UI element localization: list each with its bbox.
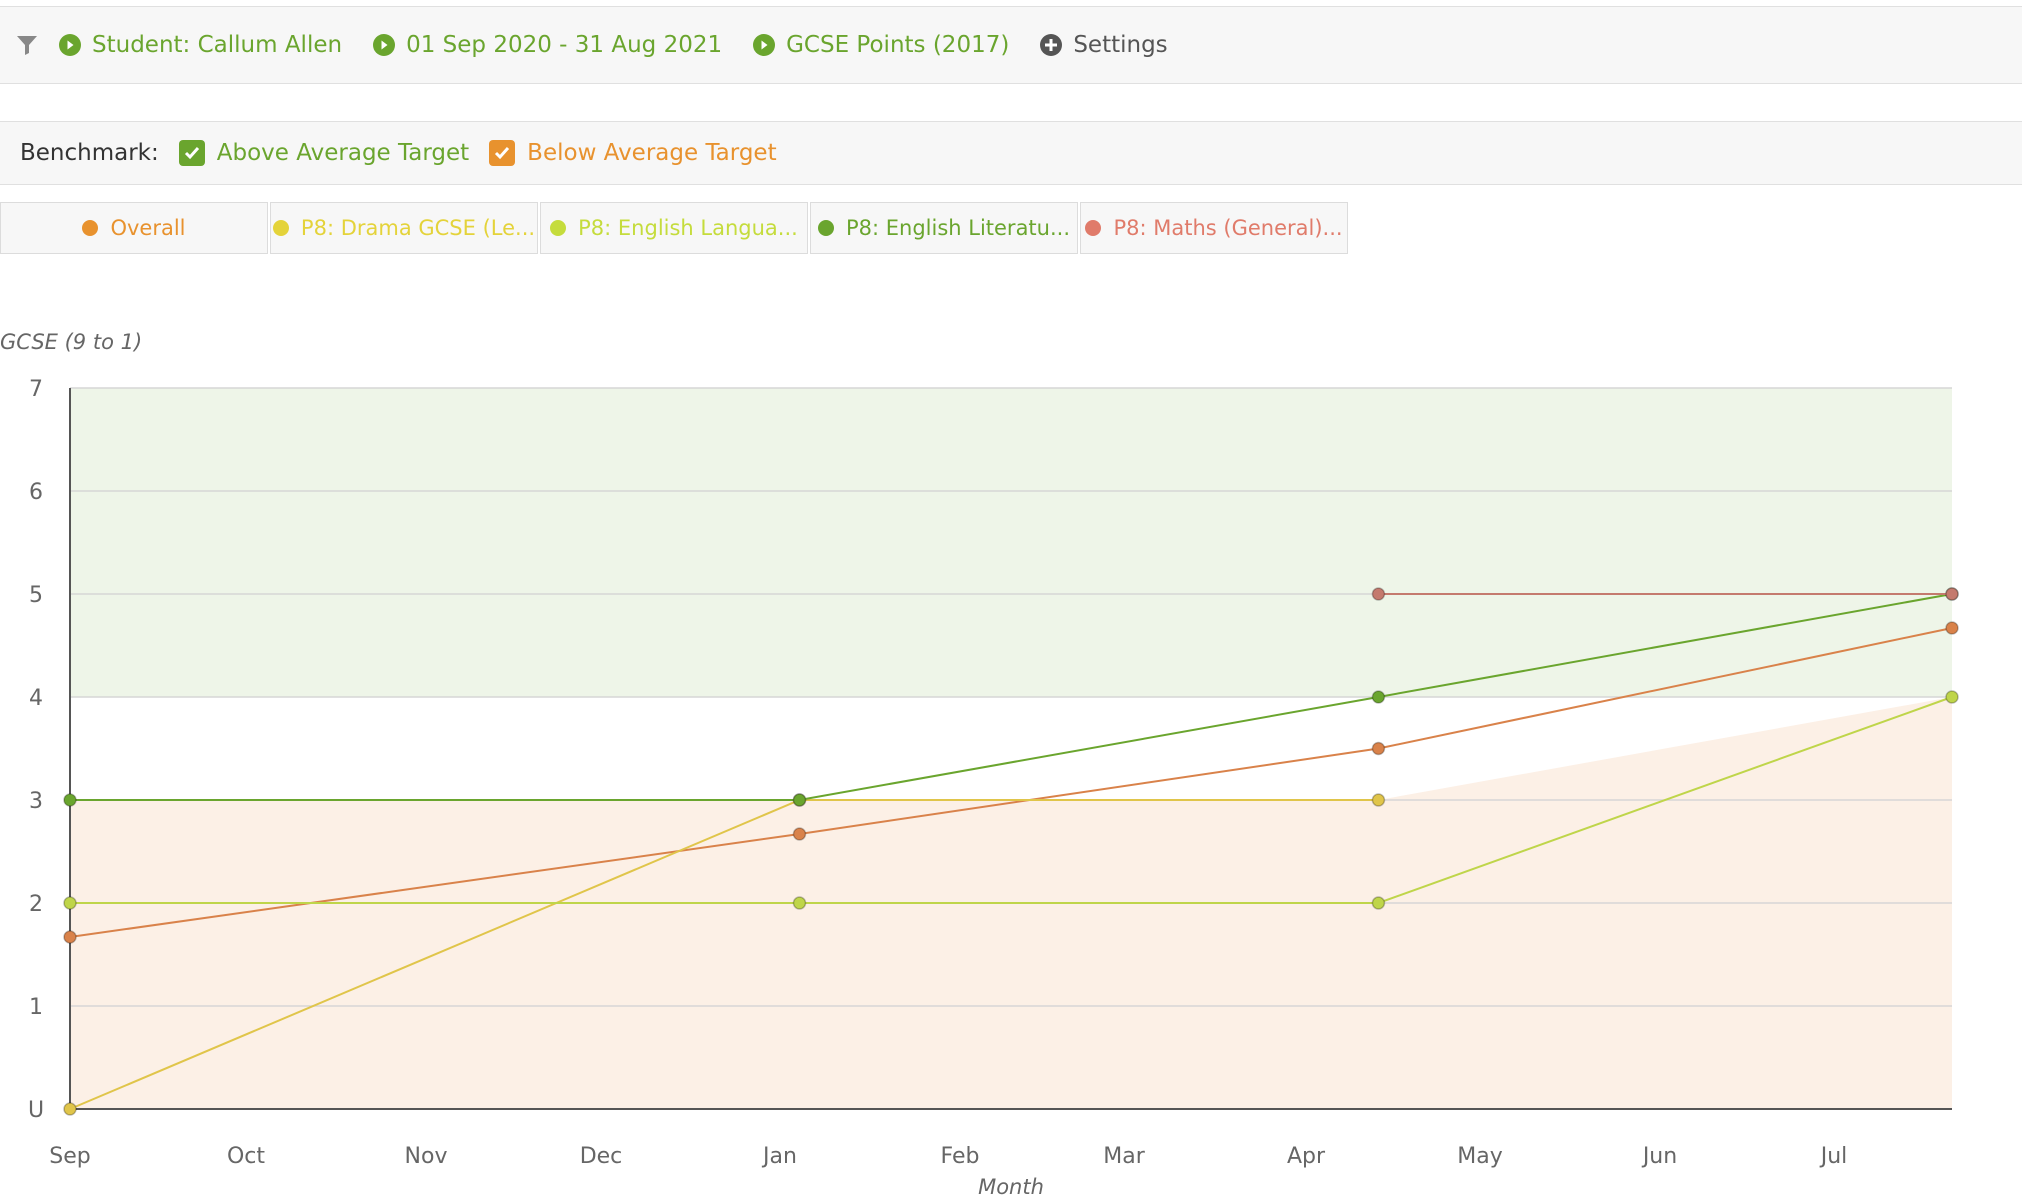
y-tick-label: 6 [29, 480, 43, 505]
series-line [70, 593, 1953, 801]
below-average-label: Below Average Target [527, 140, 777, 166]
data-point [1945, 621, 1959, 635]
tab-english-language[interactable]: P8: English Langua... [540, 202, 808, 254]
data-point [63, 793, 77, 807]
above-average-label: Above Average Target [216, 140, 470, 166]
y-tick-label: 1 [29, 995, 43, 1020]
x-axis-title: Month [978, 1175, 1044, 1199]
x-tick-label: Dec [580, 1144, 623, 1169]
tab-label: Overall [110, 216, 186, 240]
data-point [792, 793, 807, 807]
data-point [1371, 896, 1386, 910]
benchmark-label: Benchmark: [20, 140, 159, 166]
series-dot-icon [550, 220, 567, 236]
student-filter-label: Student: Callum Allen [92, 32, 343, 58]
points-filter-label: GCSE Points (2017) [786, 32, 1010, 58]
above-target-band [70, 388, 1952, 697]
y-tick-label: U [28, 1098, 44, 1123]
x-tick-label: Apr [1287, 1144, 1326, 1169]
x-tick-label: Oct [227, 1144, 265, 1169]
x-tick-label: Jun [1641, 1144, 1677, 1169]
below-average-toggle[interactable]: Below Average Target [489, 140, 777, 166]
y-tick-label: 5 [29, 583, 43, 608]
tab-label: P8: English Literatu... [845, 216, 1071, 240]
data-point [1371, 690, 1386, 704]
play-circle-icon [59, 34, 81, 56]
tab-label: P8: English Langua... [578, 216, 798, 240]
x-tick-label: Jan [761, 1144, 797, 1169]
data-point [63, 1102, 77, 1116]
series-dot-icon [272, 220, 289, 236]
tab-overall[interactable]: Overall [0, 202, 268, 254]
play-circle-icon [373, 34, 396, 56]
settings-button[interactable]: Settings [1039, 32, 1168, 58]
play-circle-icon [753, 34, 776, 56]
tab-drama[interactable]: P8: Drama GCSE (Le... [270, 202, 538, 254]
tab-label: P8: Drama GCSE (Le... [300, 216, 536, 240]
above-average-toggle[interactable]: Above Average Target [178, 140, 470, 166]
date-range-filter[interactable]: 01 Sep 2020 - 31 Aug 2021 [372, 32, 722, 58]
progress-chart: U 1 2 3 4 5 6 7 Sep Oct Nov Dec Jan Feb Mar Apr May Jun Ju… [0, 330, 1959, 1199]
data-point [1945, 690, 1959, 704]
x-tick-label: Nov [405, 1144, 448, 1169]
data-point [1371, 793, 1386, 807]
y-tick-label: 2 [29, 892, 43, 917]
tab-english-literature[interactable]: P8: English Literatu... [810, 202, 1078, 254]
y-tick-label: 3 [29, 789, 43, 814]
filter-icon[interactable] [14, 32, 40, 58]
student-filter[interactable]: Student: Callum Allen [58, 32, 342, 58]
x-tick-label: Feb [941, 1144, 980, 1169]
data-point [792, 827, 807, 841]
x-tick-label: Jul [1819, 1144, 1848, 1169]
series-dot-icon [82, 220, 99, 236]
series-line [70, 696, 1953, 904]
data-point [63, 930, 77, 944]
settings-label: Settings [1073, 32, 1168, 58]
points-filter[interactable]: GCSE Points (2017) [752, 32, 1009, 58]
x-tick-label: Mar [1103, 1144, 1145, 1169]
series-dot-icon [817, 220, 834, 236]
y-tick-label: 4 [29, 686, 43, 711]
plus-circle-icon [1040, 34, 1063, 56]
y-tick-label: 7 [29, 377, 43, 402]
checkbox-checked-icon[interactable] [489, 140, 516, 166]
data-point [1945, 587, 1959, 601]
filter-bar: Student: Callum Allen 01 Sep 2020 - 31 A… [0, 6, 2022, 84]
data-point [63, 896, 77, 910]
series-line [69, 627, 1953, 938]
x-tick-label: Sep [49, 1144, 90, 1169]
checkbox-checked-icon[interactable] [178, 140, 205, 166]
tab-maths[interactable]: P8: Maths (General)... [1080, 202, 1348, 254]
tab-label: P8: Maths (General)... [1113, 216, 1343, 240]
series-dot-icon [1085, 220, 1102, 236]
series-tabs: Overall P8: Drama GCSE (Le... P8: Englis… [0, 202, 1350, 254]
data-point [1371, 741, 1386, 756]
benchmark-bar: Benchmark: Above Average Target Below Av… [0, 121, 2022, 185]
x-tick-label: May [1457, 1144, 1502, 1169]
data-point [1371, 587, 1386, 601]
data-point [792, 896, 807, 910]
date-range-label: 01 Sep 2020 - 31 Aug 2021 [406, 32, 723, 58]
y-axis-title: GCSE (9 to 1) [0, 330, 142, 354]
